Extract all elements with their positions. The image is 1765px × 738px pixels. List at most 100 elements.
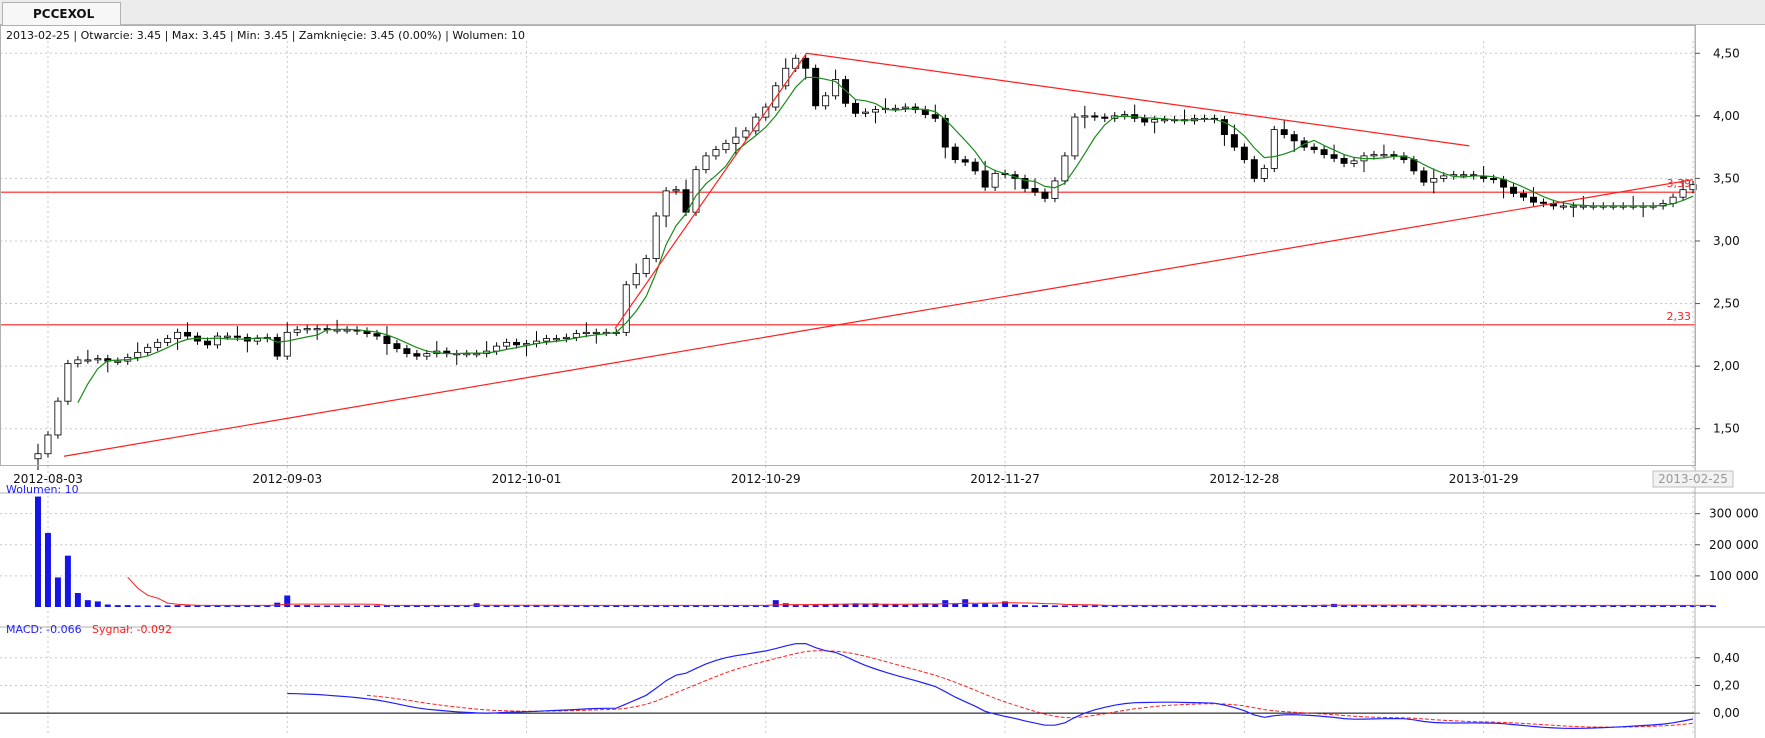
candle[interactable] <box>562 336 570 340</box>
volume-bar[interactable] <box>593 605 600 607</box>
volume-bar[interactable] <box>1420 605 1427 607</box>
candle[interactable] <box>901 106 909 109</box>
volume-bar[interactable] <box>1460 605 1467 607</box>
candle[interactable] <box>1370 154 1378 157</box>
volume-bar[interactable] <box>154 605 161 607</box>
candle[interactable] <box>1161 119 1169 122</box>
volume-bar[interactable] <box>1650 605 1657 607</box>
candle[interactable] <box>423 353 431 357</box>
volume-bar[interactable] <box>1012 604 1019 607</box>
volume-bar[interactable] <box>1530 605 1537 607</box>
candle[interactable] <box>981 170 989 188</box>
candle[interactable] <box>144 346 152 353</box>
volume-bar[interactable] <box>902 604 909 607</box>
volume-bar[interactable] <box>124 605 131 607</box>
candle[interactable] <box>203 340 211 346</box>
volume-bar[interactable] <box>1660 605 1667 607</box>
candle[interactable] <box>991 173 999 188</box>
volume-bar[interactable] <box>1121 605 1128 607</box>
candle[interactable] <box>1440 175 1448 179</box>
volume-bar[interactable] <box>334 605 341 607</box>
volume-bar[interactable] <box>932 604 939 607</box>
volume-bar[interactable] <box>443 605 450 607</box>
volume-bar[interactable] <box>882 603 889 607</box>
candle[interactable] <box>742 130 750 138</box>
volume-bar[interactable] <box>972 603 979 607</box>
volume-bar[interactable] <box>1181 605 1188 607</box>
volume-bar[interactable] <box>1191 605 1198 607</box>
candle[interactable] <box>114 360 122 363</box>
volume-bar[interactable] <box>383 605 390 607</box>
candle[interactable] <box>1031 188 1039 193</box>
candle[interactable] <box>1569 205 1577 208</box>
volume-bar[interactable] <box>1291 605 1298 607</box>
volume-bar[interactable] <box>1311 605 1318 607</box>
volume-bar[interactable] <box>1131 605 1138 607</box>
volume-bar[interactable] <box>1510 605 1517 607</box>
volume-bar[interactable] <box>1171 605 1178 607</box>
volume-bar[interactable] <box>583 605 590 607</box>
candle[interactable] <box>642 258 650 274</box>
candle[interactable] <box>513 341 521 346</box>
volume-bar[interactable] <box>1580 605 1587 607</box>
candle[interactable] <box>74 359 82 365</box>
candle[interactable] <box>852 102 860 114</box>
candle[interactable] <box>1270 129 1278 169</box>
candle[interactable] <box>64 363 72 402</box>
candle[interactable] <box>961 159 969 163</box>
candle[interactable] <box>1061 155 1069 182</box>
candle[interactable] <box>403 348 411 355</box>
candle[interactable] <box>1121 114 1129 117</box>
candle[interactable] <box>253 338 261 342</box>
volume-bar[interactable] <box>892 604 899 607</box>
volume-bar[interactable] <box>94 601 101 607</box>
volume-bar[interactable] <box>1370 605 1377 607</box>
volume-bar[interactable] <box>842 603 849 607</box>
candle[interactable] <box>1081 115 1089 118</box>
candle[interactable] <box>1091 115 1099 118</box>
candle[interactable] <box>692 169 700 213</box>
volume-bar[interactable] <box>84 600 91 607</box>
candle[interactable] <box>842 79 850 104</box>
candle[interactable] <box>971 161 979 172</box>
candle[interactable] <box>652 215 660 259</box>
candle[interactable] <box>343 329 351 332</box>
candle[interactable] <box>1350 160 1358 164</box>
candle[interactable] <box>1051 180 1059 199</box>
candle[interactable] <box>44 434 52 455</box>
volume-bar[interactable] <box>1440 605 1447 607</box>
volume-bar[interactable] <box>114 605 121 607</box>
volume-bar[interactable] <box>852 603 859 607</box>
volume-bar[interactable] <box>413 605 420 607</box>
volume-bar[interactable] <box>862 604 869 607</box>
volume-bar[interactable] <box>74 593 81 607</box>
volume-bar[interactable] <box>663 605 670 607</box>
candle[interactable] <box>1320 149 1328 156</box>
volume-bar[interactable] <box>373 605 380 607</box>
candle[interactable] <box>84 359 92 362</box>
volume-bar[interactable] <box>772 600 779 607</box>
candle[interactable] <box>383 335 391 345</box>
candle[interactable] <box>373 333 381 337</box>
candle[interactable] <box>592 331 600 334</box>
volume-bar[interactable] <box>1022 605 1029 607</box>
volume-bar[interactable] <box>64 555 71 607</box>
volume-bar[interactable] <box>54 577 61 607</box>
trendline[interactable] <box>63 179 1694 457</box>
volume-bar[interactable] <box>164 605 171 607</box>
volume-bar[interactable] <box>732 605 739 607</box>
volume-bar[interactable] <box>1390 605 1397 607</box>
volume-bar[interactable] <box>364 605 370 607</box>
volume-bar[interactable] <box>1261 605 1268 607</box>
candle[interactable] <box>1460 174 1468 177</box>
candle[interactable] <box>1430 178 1438 183</box>
chart-canvas[interactable]: 2012-08-03 2012-09-03 2012-10-01 2012-10-29… <box>0 25 1765 738</box>
volume-bar[interactable] <box>1071 605 1078 607</box>
candle[interactable] <box>213 335 221 346</box>
volume-bar[interactable] <box>762 605 769 607</box>
volume-bar[interactable] <box>304 605 311 607</box>
volume-bar[interactable] <box>1590 605 1597 607</box>
candle[interactable] <box>1579 205 1587 208</box>
volume-bar[interactable] <box>553 605 560 607</box>
volume-bar[interactable] <box>254 605 261 607</box>
